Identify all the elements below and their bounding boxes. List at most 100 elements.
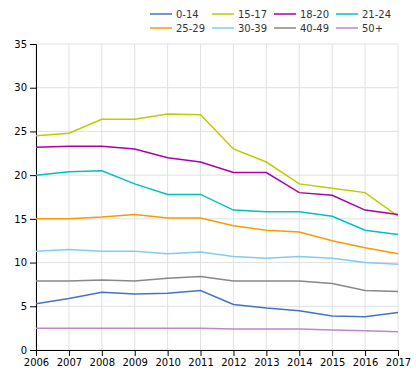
- x-tick: 2014: [287, 350, 312, 368]
- x-tick: 2017: [386, 350, 411, 368]
- legend-item: 0-14: [150, 9, 199, 20]
- x-tick: 2016: [353, 350, 378, 368]
- legend-swatch: [274, 27, 296, 29]
- legend-swatch: [150, 13, 172, 15]
- series-line: [36, 277, 398, 292]
- x-tick-label: 2015: [320, 357, 345, 368]
- y-tick-mark: [30, 175, 36, 176]
- legend-swatch: [336, 13, 358, 15]
- x-tick-label: 2017: [386, 357, 411, 368]
- legend-label: 21-24: [362, 9, 391, 20]
- legend-item: 30-39: [212, 23, 267, 34]
- legend-item: 18-20: [274, 9, 329, 20]
- grid-line: [36, 87, 398, 88]
- legend-label: 0-14: [176, 9, 199, 20]
- grid-line: [101, 44, 102, 350]
- grid: [36, 44, 398, 350]
- grid-line: [36, 306, 398, 307]
- grid-line: [332, 44, 333, 350]
- legend-item: 15-17: [212, 9, 267, 20]
- y-tick-label: 20: [14, 170, 27, 181]
- x-tick-mark: [299, 350, 300, 356]
- x-tick: 2011: [188, 350, 213, 368]
- y-tick-mark: [30, 131, 36, 132]
- legend: 0-14 15-17 18-20 21-24 25-29 30-39 40-49 50+: [150, 9, 391, 34]
- x-tick: 2007: [57, 350, 82, 368]
- x-tick-label: 2010: [155, 357, 180, 368]
- x-tick-mark: [135, 350, 136, 356]
- grid-line: [266, 44, 267, 350]
- x-tick-label: 2014: [287, 357, 312, 368]
- series-line: [36, 328, 398, 331]
- grid-line: [36, 44, 398, 45]
- legend-swatch: [336, 27, 358, 29]
- x-tick-mark: [233, 350, 234, 356]
- y-tick: 25: [14, 126, 36, 137]
- x-tick: 2008: [90, 350, 115, 368]
- grid-line: [365, 44, 366, 350]
- legend-label: 50+: [362, 23, 383, 34]
- grid-line: [167, 44, 168, 350]
- x-tick-mark: [266, 350, 267, 356]
- y-tick-mark: [30, 88, 36, 89]
- grid-line: [36, 218, 398, 219]
- x-tick-label: 2008: [90, 357, 115, 368]
- y-tick-mark: [30, 263, 36, 264]
- y-tick-label: 25: [14, 126, 27, 137]
- grid-line: [134, 44, 135, 350]
- grid-line: [68, 44, 69, 350]
- legend-label: 30-39: [238, 23, 267, 34]
- legend-swatch: [212, 13, 234, 15]
- y-tick-label: 35: [14, 39, 27, 50]
- series-line: [36, 249, 398, 264]
- y-tick-label: 10: [14, 257, 27, 268]
- y-tick: 20: [14, 170, 36, 181]
- y-tick-label: 30: [14, 82, 27, 93]
- chart: 2006200720082009201020112012201320142015…: [0, 0, 416, 378]
- y-tick: 5: [21, 301, 36, 312]
- x-tick-label: 2016: [353, 357, 378, 368]
- x-tick-mark: [168, 350, 169, 356]
- x-tick-mark: [102, 350, 103, 356]
- x-tick-label: 2013: [254, 357, 279, 368]
- series-line: [36, 291, 398, 317]
- x-tick-mark: [332, 350, 333, 356]
- x-tick-label: 2006: [24, 357, 49, 368]
- x-tick: 2013: [254, 350, 279, 368]
- series-line: [36, 114, 398, 216]
- legend-label: 25-29: [176, 23, 205, 34]
- y-tick: 35: [14, 39, 36, 50]
- grid-line: [299, 44, 300, 350]
- legend-label: 40-49: [300, 23, 329, 34]
- lines: [36, 114, 398, 332]
- y-tick-label: 15: [14, 214, 27, 225]
- x-tick-label: 2009: [123, 357, 148, 368]
- grid-line: [398, 44, 399, 350]
- grid-line: [36, 262, 398, 263]
- grid-line: [200, 44, 201, 350]
- legend-label: 18-20: [300, 9, 329, 20]
- y-axis-line: [30, 45, 37, 351]
- x-tick-mark: [398, 350, 399, 356]
- y-tick-mark: [30, 219, 36, 220]
- y-tick-mark: [30, 44, 36, 45]
- x-tick-mark: [365, 350, 366, 356]
- series-line: [36, 146, 398, 214]
- legend-swatch: [150, 27, 172, 29]
- x-tick-mark: [69, 350, 70, 356]
- y-axis: 0 5 10 15 20 25 30 35: [14, 39, 36, 356]
- y-tick: 15: [14, 214, 36, 225]
- y-tick: 30: [14, 82, 36, 93]
- y-tick: 0: [21, 345, 36, 356]
- legend-item: 50+: [336, 23, 383, 34]
- legend-label: 15-17: [238, 9, 267, 20]
- y-tick-mark: [30, 306, 36, 307]
- legend-swatch: [212, 27, 234, 29]
- x-tick: 2009: [123, 350, 148, 368]
- x-tick: 2010: [155, 350, 180, 368]
- y-tick-mark: [30, 350, 36, 351]
- x-tick: 2015: [320, 350, 345, 368]
- x-tick-label: 2011: [188, 357, 213, 368]
- legend-item: 25-29: [150, 23, 205, 34]
- y-tick-label: 5: [21, 301, 27, 312]
